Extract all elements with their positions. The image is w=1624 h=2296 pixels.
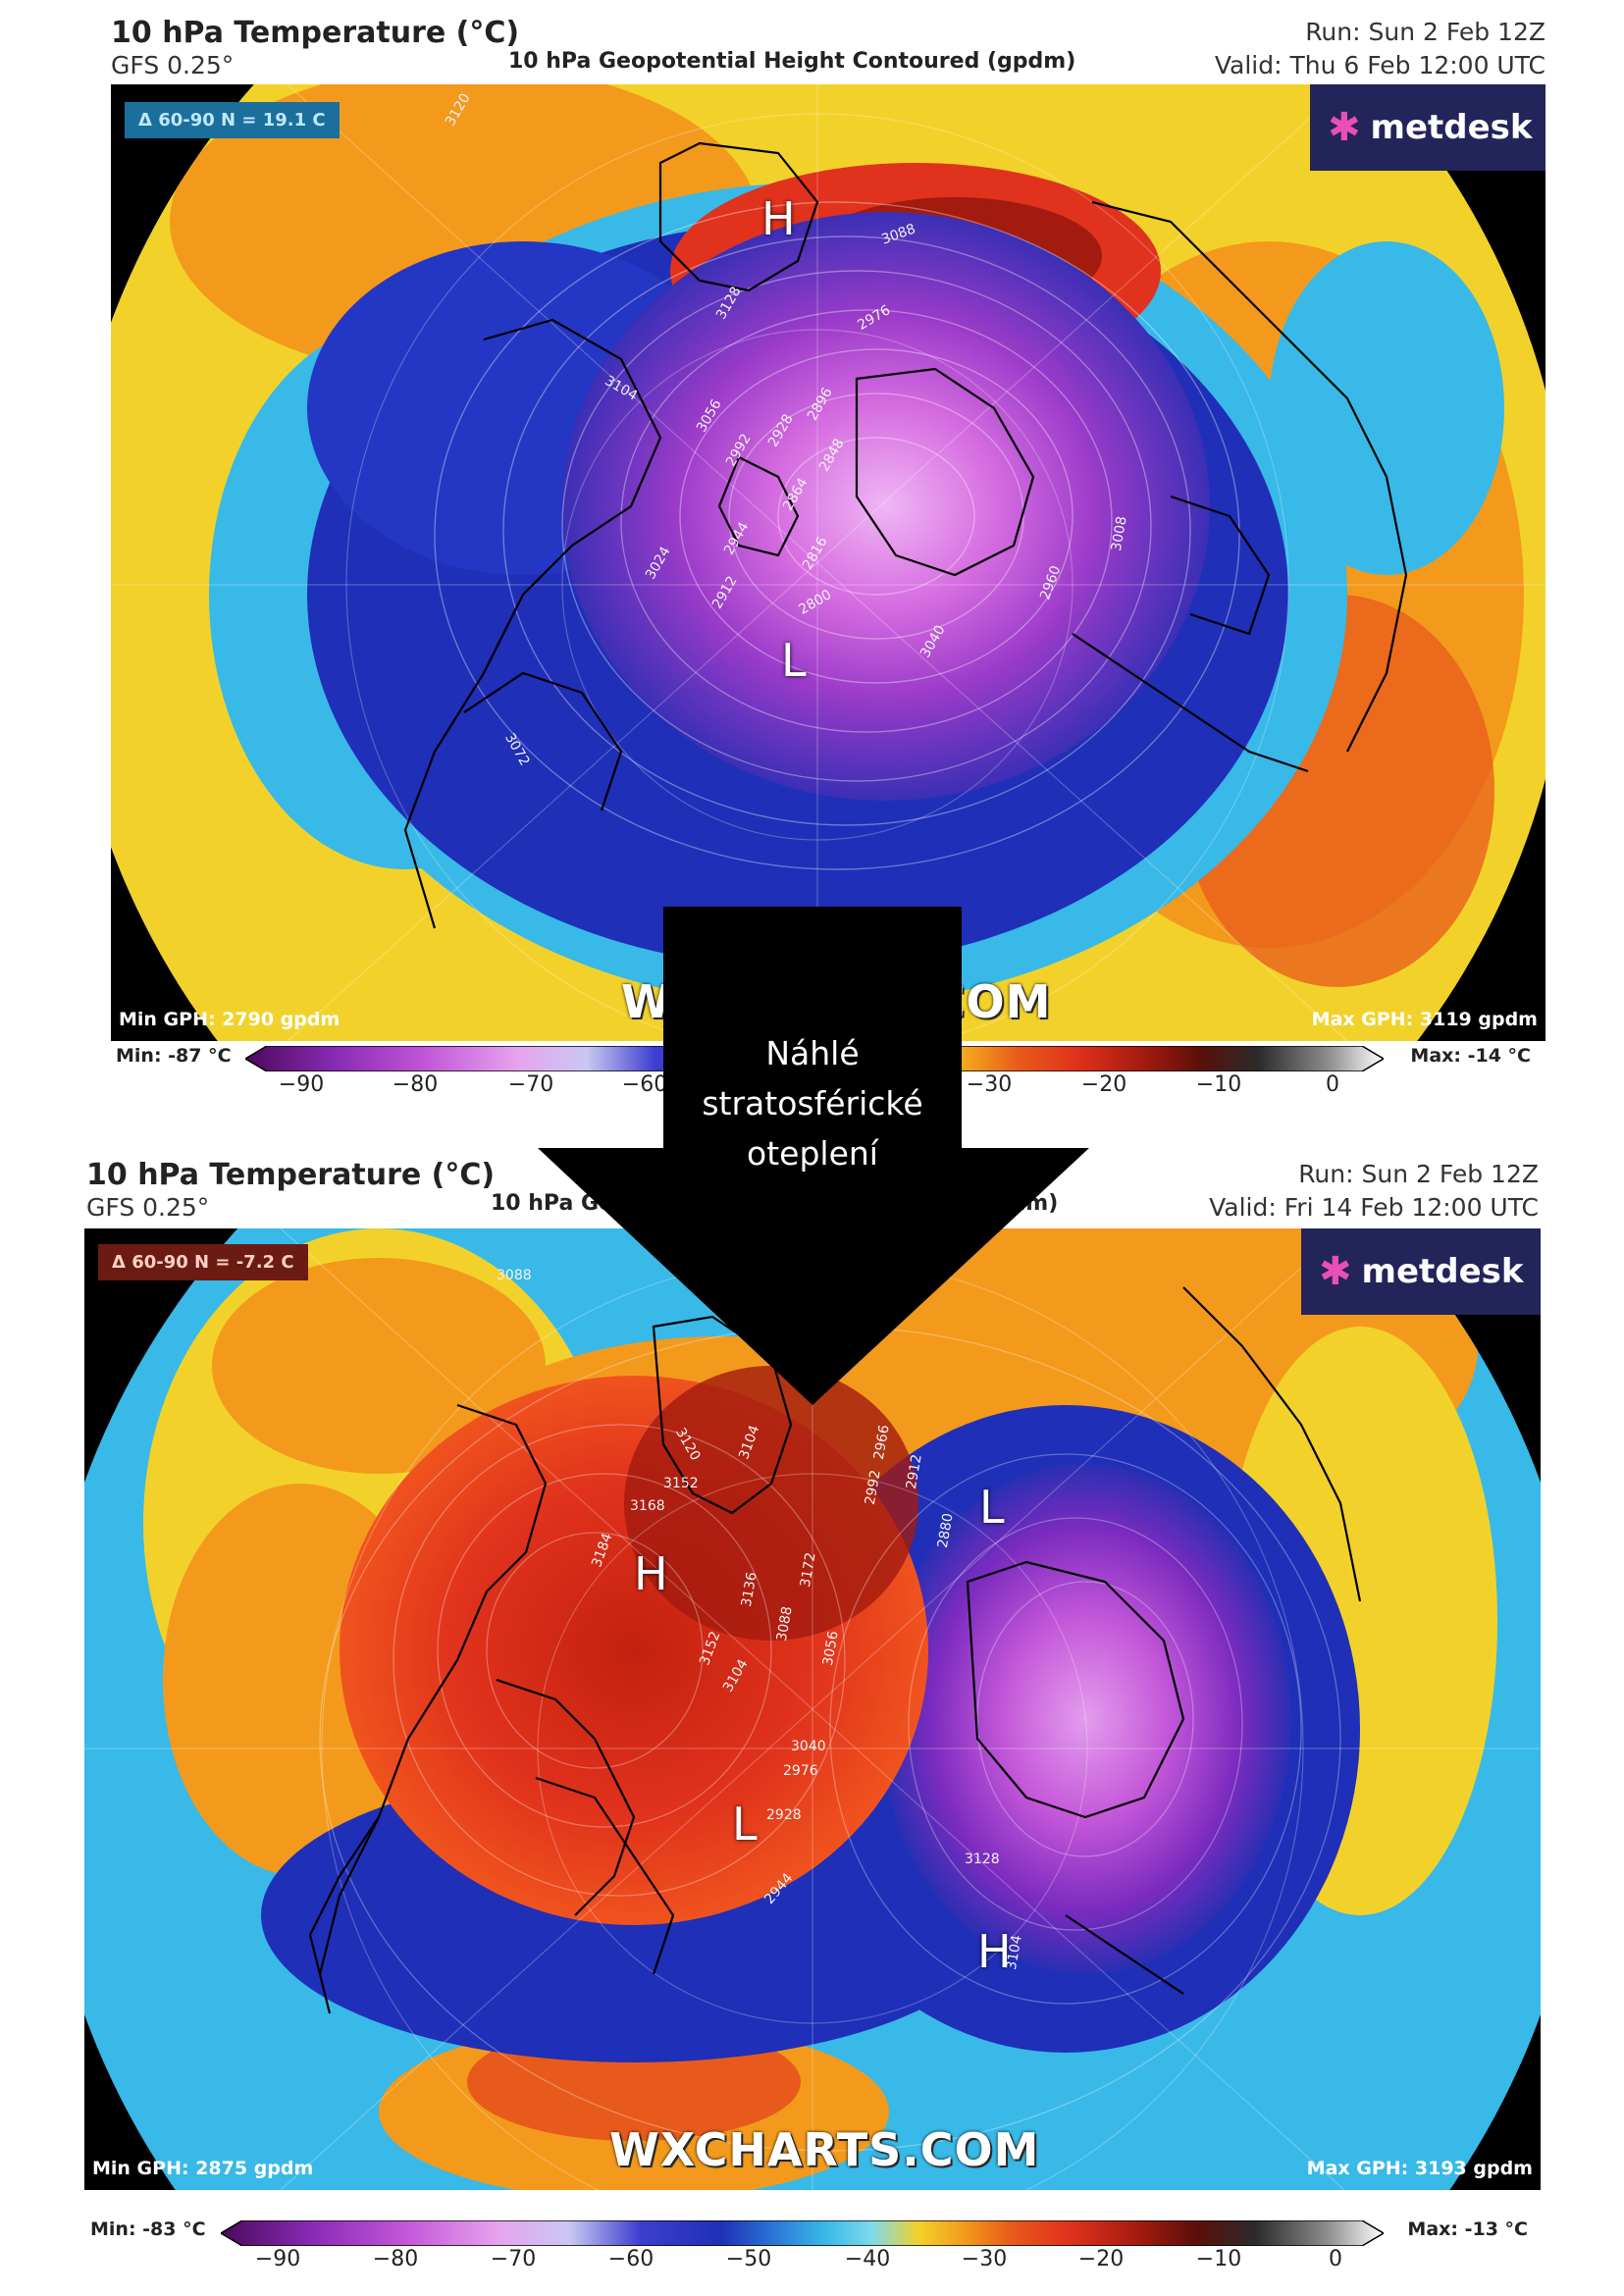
chart-title: 10 hPa Temperature (°C) bbox=[86, 1158, 496, 1192]
colorbar-tick: 0 bbox=[1326, 1072, 1339, 1097]
colorbar-tick: −70 bbox=[507, 1072, 554, 1097]
top-chart-panel: 10 hPa Temperature (°C) GFS 0.25° 10 hPa… bbox=[111, 16, 1545, 1097]
colorbar-tick: −90 bbox=[278, 1072, 325, 1097]
colorbar-tick: −30 bbox=[966, 1072, 1013, 1097]
bottom-chart-panel: 10 hPa Temperature (°C) GFS 0.25° 10 hPa… bbox=[0, 1146, 1624, 2296]
wxcharts-watermark: WXCHARTS.COM bbox=[609, 2123, 1040, 2176]
colorbar-min-label: Min: -87 °C bbox=[116, 1045, 232, 1067]
metdesk-logo: ✱ metdesk bbox=[1301, 1228, 1541, 1315]
colorbar-tick: −80 bbox=[392, 1072, 439, 1097]
wxcharts-watermark: WXCHARTS.COM bbox=[621, 975, 1052, 1028]
colorbar-tick: −20 bbox=[1080, 1072, 1127, 1097]
low-pressure-label: L bbox=[732, 1798, 758, 1851]
map-top-graphic bbox=[111, 84, 1545, 1041]
contour-label: 2976 bbox=[783, 1763, 818, 1779]
min-gph-label: Min GPH: 2790 gpdm bbox=[119, 1009, 341, 1030]
map-top: Δ 60-90 N = 19.1 C ✱ metdesk H L 3088 29… bbox=[111, 84, 1545, 1041]
colorbar-tick: −30 bbox=[961, 2247, 1008, 2271]
colorbar-tick: 0 bbox=[1329, 2247, 1342, 2271]
model-label: GFS 0.25° bbox=[111, 51, 235, 79]
colorbar-tick: −60 bbox=[621, 1072, 668, 1097]
colorbar-tick: −20 bbox=[1077, 2247, 1125, 2271]
chart-subtitle: 10 hPa Geopotential Height Contoured (gp… bbox=[491, 1191, 1059, 1216]
contour-label: 3088 bbox=[497, 1268, 532, 1283]
contour-label: 2928 bbox=[766, 1807, 802, 1823]
logo-text: metdesk bbox=[1370, 108, 1533, 147]
low-pressure-label: L bbox=[979, 1481, 1005, 1534]
valid-label: Valid: Fri 14 Feb 12:00 UTC bbox=[1209, 1193, 1539, 1222]
colorbar-tick: −40 bbox=[844, 2247, 891, 2271]
colorbar-tick: −10 bbox=[1195, 1072, 1242, 1097]
colorbar-max-label: Max: -13 °C bbox=[1407, 2218, 1528, 2240]
colorbar-tick: −60 bbox=[607, 2247, 655, 2271]
valid-label: Valid: Thu 6 Feb 12:00 UTC bbox=[1214, 51, 1545, 79]
high-pressure-label: H bbox=[634, 1547, 668, 1600]
delta-temperature-badge: Δ 60-90 N = -7.2 C bbox=[98, 1244, 308, 1280]
high-pressure-label: H bbox=[977, 1925, 1012, 1978]
colorbar-bottom bbox=[221, 2220, 1384, 2246]
colorbar-tick: −90 bbox=[254, 2247, 301, 2271]
contour-label: 3128 bbox=[965, 1852, 1000, 1867]
colorbar-tick: −70 bbox=[490, 2247, 537, 2271]
model-label: GFS 0.25° bbox=[86, 1193, 210, 1222]
contour-label: 3168 bbox=[630, 1498, 665, 1514]
colorbar-tick: −50 bbox=[725, 2247, 772, 2271]
run-label: Run: Sun 2 Feb 12Z bbox=[1298, 1160, 1539, 1188]
logo-star-icon: ✱ bbox=[1328, 105, 1361, 150]
run-label: Run: Sun 2 Feb 12Z bbox=[1305, 18, 1545, 46]
min-gph-label: Min GPH: 2875 gpdm bbox=[92, 2158, 314, 2179]
logo-star-icon: ✱ bbox=[1319, 1249, 1352, 1294]
low-pressure-label: L bbox=[781, 634, 807, 687]
chart-title: 10 hPa Temperature (°C) bbox=[111, 16, 520, 50]
arrow-caption: Náhlé stratosférické oteplení bbox=[702, 1034, 923, 1174]
colorbar-min-label: Min: -83 °C bbox=[90, 2218, 206, 2240]
map-bottom-graphic bbox=[84, 1228, 1541, 2190]
colorbar-tick: −80 bbox=[372, 2247, 419, 2271]
logo-text: metdesk bbox=[1361, 1252, 1524, 1291]
metdesk-logo: ✱ metdesk bbox=[1310, 84, 1545, 171]
colorbar-max-label: Max: -14 °C bbox=[1410, 1045, 1531, 1067]
map-bottom: Δ 60-90 N = -7.2 C ✱ metdesk H H L L 312… bbox=[84, 1228, 1541, 2190]
delta-temperature-badge: Δ 60-90 N = 19.1 C bbox=[125, 102, 340, 138]
max-gph-label: Max GPH: 3193 gpdm bbox=[1306, 2158, 1533, 2179]
max-gph-label: Max GPH: 3119 gpdm bbox=[1311, 1009, 1538, 1030]
high-pressure-label: H bbox=[761, 192, 796, 245]
colorbar-tick: −10 bbox=[1195, 2247, 1242, 2271]
contour-label: 3152 bbox=[663, 1476, 699, 1491]
contour-label: 3040 bbox=[791, 1739, 826, 1754]
chart-subtitle: 10 hPa Geopotential Height Contoured (gp… bbox=[508, 49, 1076, 74]
